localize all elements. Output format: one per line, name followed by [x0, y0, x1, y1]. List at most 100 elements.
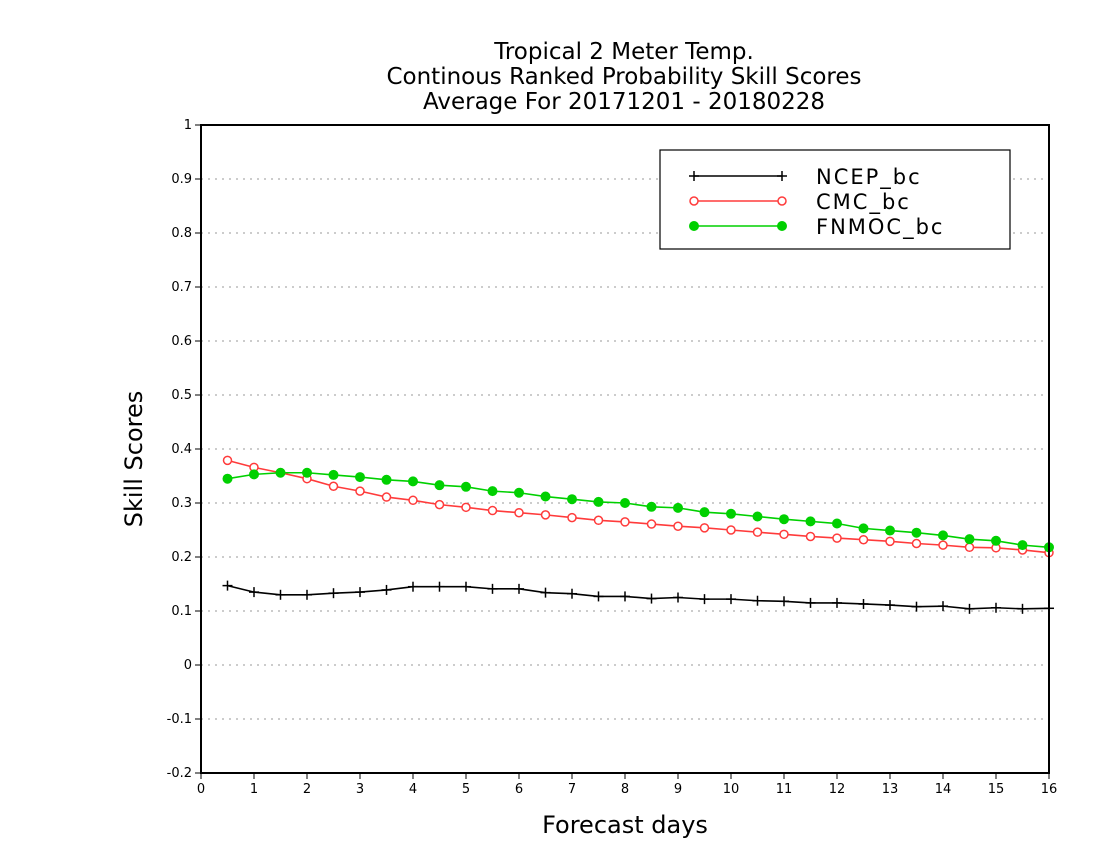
data-point: [567, 588, 577, 599]
data-point: [514, 507, 524, 518]
y-tick-label: 0: [184, 658, 192, 673]
y-tick-label: 0.1: [171, 604, 192, 619]
data-point: [434, 499, 445, 510]
data-point: [487, 505, 498, 516]
x-tick-label: 14: [935, 782, 952, 797]
data-point: [964, 534, 975, 545]
series-line: [227, 584, 1050, 610]
data-point: [911, 601, 922, 612]
y-tick-label: 0.6: [171, 334, 192, 349]
data-point: [461, 481, 471, 492]
y-tick-label: 0.9: [171, 172, 192, 187]
data-point: [885, 525, 895, 536]
data-point: [328, 469, 339, 480]
data-point: [381, 492, 392, 502]
data-point: [805, 516, 816, 527]
data-point: [646, 593, 657, 604]
data-point: [381, 474, 392, 485]
data-point: [275, 467, 286, 478]
legend-marker: [777, 196, 787, 206]
data-point: [858, 523, 869, 534]
legend-label: FNMOC_bc: [816, 215, 944, 240]
data-point: [699, 594, 710, 605]
data-point: [938, 540, 948, 550]
data-point: [699, 507, 710, 518]
data-point: [726, 508, 736, 519]
legend-label: CMC_bc: [816, 190, 911, 215]
x-tick-label: 1: [250, 782, 258, 797]
x-tick-label: 10: [723, 782, 740, 797]
x-tick-label: 16: [1041, 782, 1058, 797]
data-point: [434, 581, 445, 592]
legend-label: NCEP_bc: [816, 165, 922, 190]
data-point: [540, 510, 551, 520]
x-tick-label: 8: [621, 782, 629, 797]
x-axis-label: Forecast days: [542, 811, 708, 839]
data-point: [434, 480, 445, 491]
data-point: [673, 592, 683, 603]
data-point: [302, 589, 312, 600]
grid-lines: [201, 178, 1049, 720]
title-line-2: Continous Ranked Probability Skill Score…: [386, 64, 861, 90]
data-point: [991, 535, 1001, 546]
x-tick-label: 15: [988, 782, 1005, 797]
data-point: [1017, 540, 1028, 551]
data-point: [805, 597, 816, 608]
data-point: [408, 476, 418, 487]
data-point: [620, 591, 630, 602]
y-tick-label: 0.3: [171, 496, 192, 511]
data-point: [540, 587, 551, 598]
y-tick-label: 0.5: [171, 388, 192, 403]
data-point: [726, 594, 736, 605]
data-point: [593, 496, 604, 507]
series-layer: [222, 455, 1054, 614]
data-point: [752, 595, 763, 606]
data-point: [540, 491, 551, 502]
data-point: [646, 501, 657, 512]
x-tick-label: 9: [674, 782, 682, 797]
x-tick-label: 2: [303, 782, 311, 797]
y-axis-label: Skill Scores: [120, 391, 148, 528]
data-point: [991, 602, 1001, 613]
legend-entry: CMC_bc: [689, 190, 911, 215]
data-point: [699, 523, 710, 533]
legend-marker: [777, 221, 787, 231]
data-point: [620, 517, 630, 527]
x-tick-label: 13: [882, 782, 899, 797]
legend-marker: [689, 196, 699, 206]
y-tick-label: 0.8: [171, 226, 192, 241]
data-point: [858, 534, 869, 545]
legend-box: [659, 149, 1011, 250]
data-point: [487, 583, 498, 594]
x-tick-label: 4: [409, 782, 417, 797]
x-tick-label: 7: [568, 782, 576, 797]
series-ncep-bc: [222, 580, 1054, 614]
data-point: [779, 514, 789, 525]
x-tick-label: 3: [356, 782, 364, 797]
data-point: [885, 536, 895, 547]
x-tick-label: 6: [515, 782, 523, 797]
data-point: [646, 519, 657, 529]
y-tick-label: 0.4: [171, 442, 192, 457]
series-line: [227, 459, 1050, 554]
data-point: [938, 530, 948, 541]
data-point: [408, 495, 418, 506]
data-point: [461, 502, 471, 513]
title-line-1: Tropical 2 Meter Temp.: [493, 39, 754, 65]
data-point: [487, 486, 498, 497]
legend-marker: [777, 171, 787, 181]
data-point: [673, 521, 683, 531]
data-point: [222, 580, 233, 591]
series-line: [227, 471, 1050, 549]
y-tick-label: -0.1: [167, 712, 192, 727]
legend-marker: [689, 221, 699, 231]
data-point: [567, 494, 577, 505]
data-point: [832, 533, 842, 543]
data-point: [275, 589, 286, 600]
data-point: [302, 467, 312, 478]
y-tick-label: 0.2: [171, 550, 192, 565]
data-point: [328, 481, 339, 492]
x-tick-label: 12: [829, 782, 846, 797]
